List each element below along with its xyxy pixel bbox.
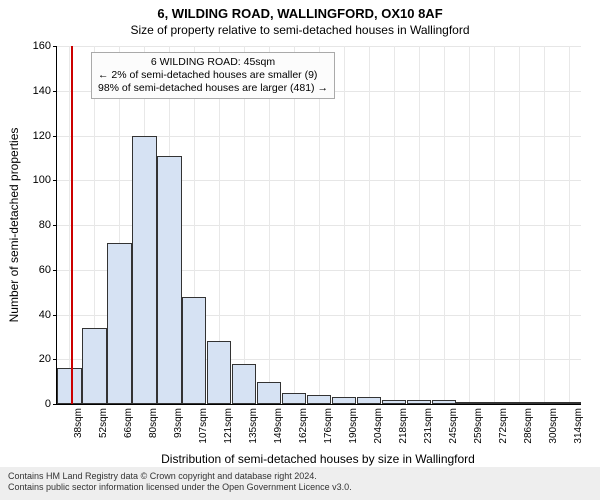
page-subtitle: Size of property relative to semi-detach… [0,21,600,37]
chart-container: 6, WILDING ROAD, WALLINGFORD, OX10 8AF S… [0,0,600,500]
x-axis-label: Distribution of semi-detached houses by … [56,452,580,466]
xtick-label: 52sqm [98,404,109,438]
footer-line2: Contains public sector information licen… [8,482,592,494]
page-title: 6, WILDING ROAD, WALLINGFORD, OX10 8AF [0,0,600,21]
xtick-label: 190sqm [348,404,359,444]
histogram-bar [282,393,306,404]
xtick-label: 107sqm [198,404,209,444]
histogram-bar [132,136,156,405]
plot-area: 02040608010012014016038sqm52sqm66sqm80sq… [56,46,581,405]
footer-line1: Contains HM Land Registry data © Crown c… [8,471,592,483]
gridline-v [519,46,520,404]
gridline-v [494,46,495,404]
gridline-v [394,46,395,404]
ytick-label: 20 [39,353,57,365]
annotation-line2: ← 2% of semi-detached houses are smaller… [98,69,328,82]
ytick-label: 40 [39,309,57,321]
footer: Contains HM Land Registry data © Crown c… [0,467,600,500]
gridline-v [244,46,245,404]
xtick-label: 245sqm [448,404,459,444]
histogram-bar [332,397,356,404]
gridline-v [444,46,445,404]
ytick-label: 0 [45,398,57,410]
histogram-bar [357,397,381,404]
histogram-bar [57,368,81,404]
gridline-v [569,46,570,404]
histogram-bar [232,364,256,404]
ytick-label: 120 [33,130,57,142]
xtick-label: 176sqm [323,404,334,444]
xtick-label: 38sqm [73,404,84,438]
histogram-bar [207,341,231,404]
annotation-line1: 6 WILDING ROAD: 45sqm [98,56,328,69]
ytick-label: 100 [33,174,57,186]
histogram-bar [157,156,181,404]
xtick-label: 162sqm [298,404,309,444]
xtick-label: 80sqm [148,404,159,438]
gridline-v [294,46,295,404]
histogram-bar [107,243,131,404]
histogram-bar [82,328,106,404]
xtick-label: 300sqm [548,404,559,444]
xtick-label: 286sqm [523,404,534,444]
y-axis-label: Number of semi-detached properties [7,128,21,323]
gridline-v [344,46,345,404]
ytick-label: 80 [39,219,57,231]
gridline-v [269,46,270,404]
xtick-label: 314sqm [573,404,584,444]
xtick-label: 231sqm [423,404,434,444]
xtick-label: 121sqm [223,404,234,444]
histogram-bar [182,297,206,404]
xtick-label: 272sqm [498,404,509,444]
gridline-v [319,46,320,404]
histogram-bar [307,395,331,404]
annotation-line3: 98% of semi-detached houses are larger (… [98,82,328,95]
xtick-label: 259sqm [473,404,484,444]
gridline-v [369,46,370,404]
gridline-v [544,46,545,404]
reference-line [71,46,73,404]
ytick-label: 60 [39,264,57,276]
annotation-box: 6 WILDING ROAD: 45sqm ← 2% of semi-detac… [91,52,335,99]
gridline-v [419,46,420,404]
xtick-label: 93sqm [173,404,184,438]
ytick-label: 140 [33,85,57,97]
xtick-label: 149sqm [273,404,284,444]
histogram-bar [257,382,281,404]
xtick-label: 135sqm [248,404,259,444]
xtick-label: 218sqm [398,404,409,444]
xtick-label: 204sqm [373,404,384,444]
xtick-label: 66sqm [123,404,134,438]
gridline-v [469,46,470,404]
ytick-label: 160 [33,40,57,52]
